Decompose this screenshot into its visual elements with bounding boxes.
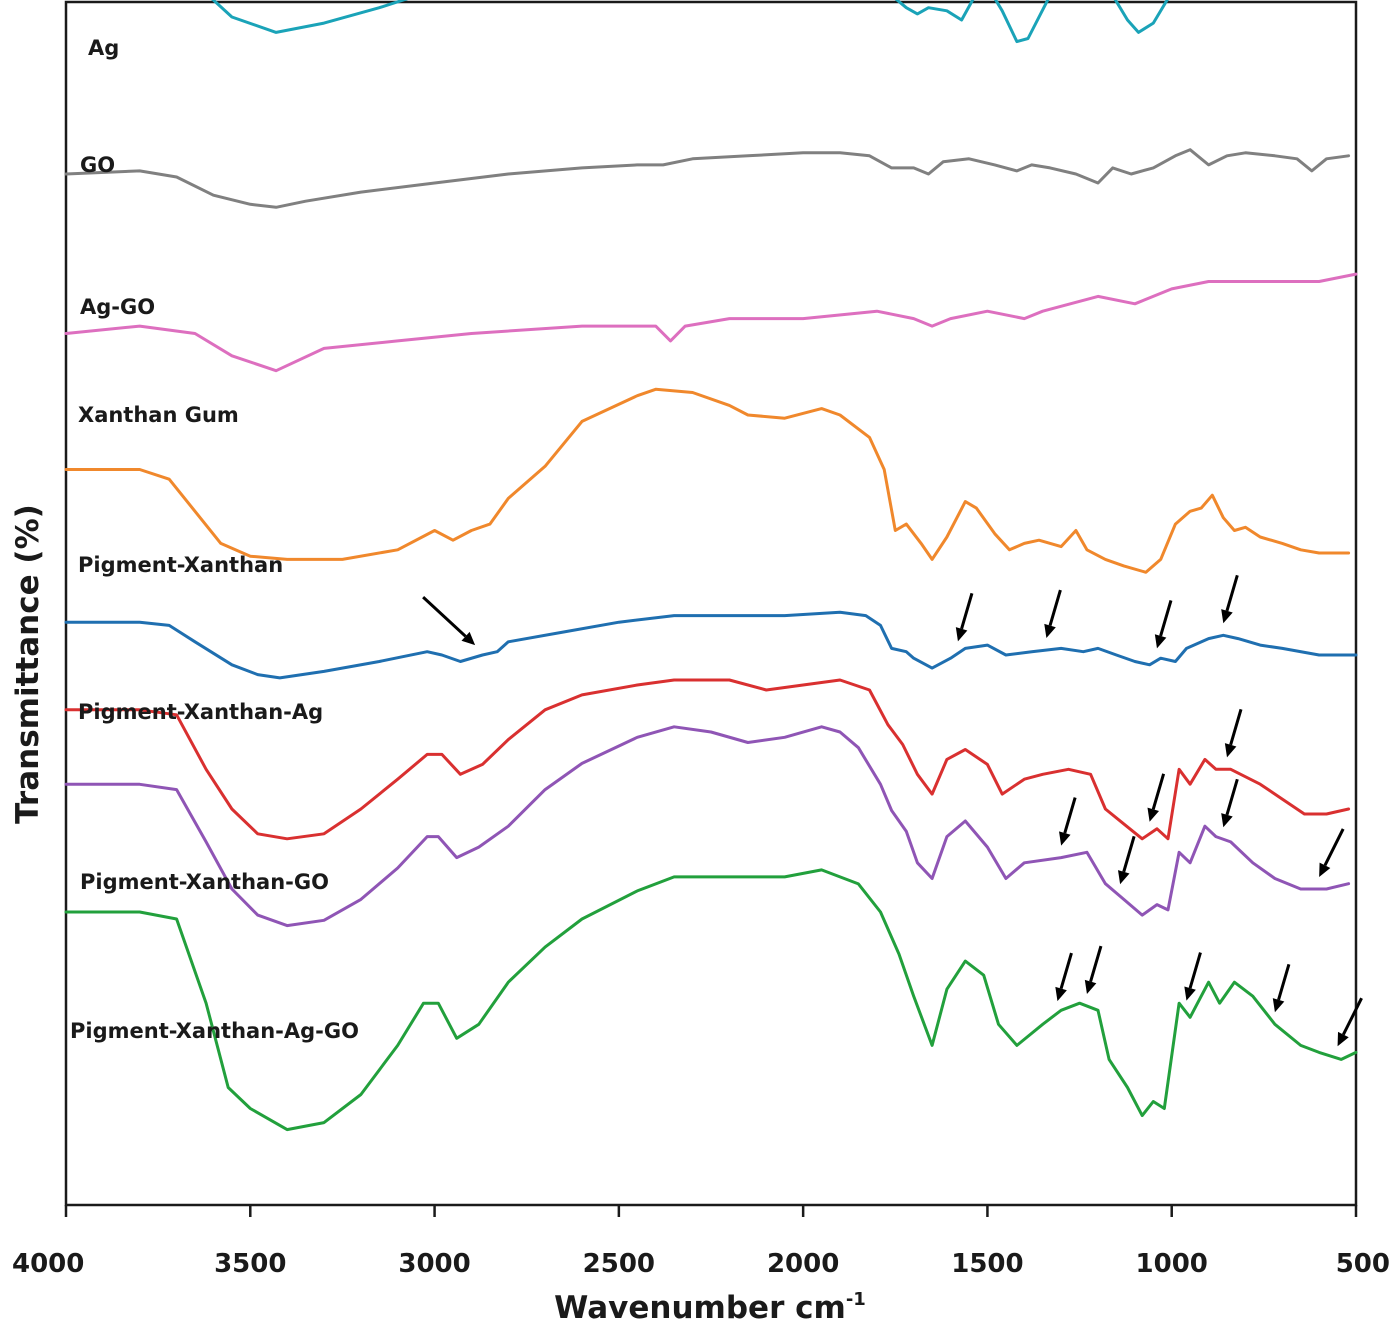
peak-arrow-head: [955, 627, 968, 642]
peak-arrow-shaft: [1323, 828, 1345, 866]
peak-arrow-shaft: [1159, 600, 1173, 637]
series-lines: [64, 0, 1358, 1132]
plot-frame: [64, 0, 1358, 1207]
peak-arrow-head: [461, 631, 476, 646]
x-tick-label: 3000: [398, 1249, 470, 1279]
series-label-go: GO: [80, 153, 115, 177]
peak-arrow-shaft: [1063, 797, 1077, 834]
series-label-pigment-xanthan-go: Pigment-Xanthan-GO: [80, 870, 329, 894]
x-tick-label: 1000: [1136, 1249, 1208, 1279]
series-label-pigment-xanthan: Pigment-Xanthan: [78, 553, 283, 577]
peak-arrow-shaft: [1342, 997, 1363, 1036]
peak-arrow-shaft: [960, 592, 974, 630]
peak-arrow-shaft: [1188, 952, 1202, 989]
x-tick-label: 4000: [12, 1249, 84, 1279]
peak-arrow-shaft: [1229, 708, 1243, 746]
peak-arrow-head: [1184, 986, 1196, 1001]
series-line-pigment-xanthan-ag: [64, 678, 1351, 841]
series-line-pigment-xanthan-go: [64, 725, 1351, 928]
peak-arrow-head: [1337, 1031, 1349, 1047]
peak-arrow-head: [1221, 813, 1233, 828]
peak-arrow-shaft: [1225, 778, 1239, 816]
x-tick-label: 3500: [214, 1249, 286, 1279]
peak-arrow-head: [1059, 831, 1071, 846]
peak-arrow-shaft: [1059, 952, 1073, 990]
series-line-ag: [211, 0, 1169, 44]
peak-arrow-shaft: [1151, 773, 1166, 810]
peak-arrow-shaft: [1225, 574, 1239, 612]
series-line-ag-go: [64, 272, 1358, 373]
peak-arrow-head: [1044, 623, 1056, 639]
peak-arrow-head: [1221, 609, 1233, 624]
peak-arrow-head: [1272, 998, 1285, 1013]
peak-arrow-head: [1154, 634, 1167, 649]
series-label-pigment-xanthan-ag-go: Pigment-Xanthan-Ag-GO: [70, 1019, 359, 1043]
x-axis-title: Wavenumber cm-1: [554, 1289, 866, 1326]
series-label-ag-go: Ag-GO: [80, 295, 155, 319]
series-line-xanthan-gum: [64, 387, 1351, 574]
peak-arrow-shaft: [1089, 945, 1103, 982]
series-label-pigment-xanthan-ag: Pigment-Xanthan-Ag: [78, 700, 323, 724]
series-label-ag: Ag: [88, 36, 119, 60]
x-tick-label: 500: [1336, 1249, 1390, 1279]
peak-arrow-shaft: [422, 596, 467, 638]
peak-arrows: [422, 574, 1363, 1047]
peak-arrow-head: [1084, 979, 1097, 995]
series-line-go: [64, 148, 1351, 209]
series-line-pigment-xanthan-ag-go: [64, 868, 1358, 1132]
peak-arrow-head: [1224, 743, 1237, 758]
series-labels: Ag GO Ag-GO Xanthan Gum Pigment-Xanthan Pigme…: [70, 36, 359, 1043]
x-axis-ticks: 4000 3500 3000 2500 2000 1500 1000 500: [12, 1205, 1390, 1279]
peak-arrow-head: [1319, 862, 1331, 877]
x-tick-label: 1500: [951, 1249, 1023, 1279]
peak-arrow-shaft: [1048, 589, 1062, 626]
y-axis-title: Transmittance (%): [10, 504, 46, 824]
peak-arrow-head: [1055, 986, 1067, 1002]
series-line-pigment-xanthan: [64, 610, 1358, 680]
peak-arrow-shaft: [1277, 963, 1291, 1001]
peak-arrow-head: [1147, 807, 1159, 822]
peak-arrow-shaft: [1122, 835, 1136, 873]
x-axis-title-superscript: -1: [846, 1289, 866, 1310]
x-tick-label: 2000: [767, 1249, 839, 1279]
peak-arrow-head: [1117, 870, 1130, 885]
x-tick-label: 2500: [583, 1249, 655, 1279]
series-label-xanthan-gum: Xanthan Gum: [78, 403, 239, 427]
